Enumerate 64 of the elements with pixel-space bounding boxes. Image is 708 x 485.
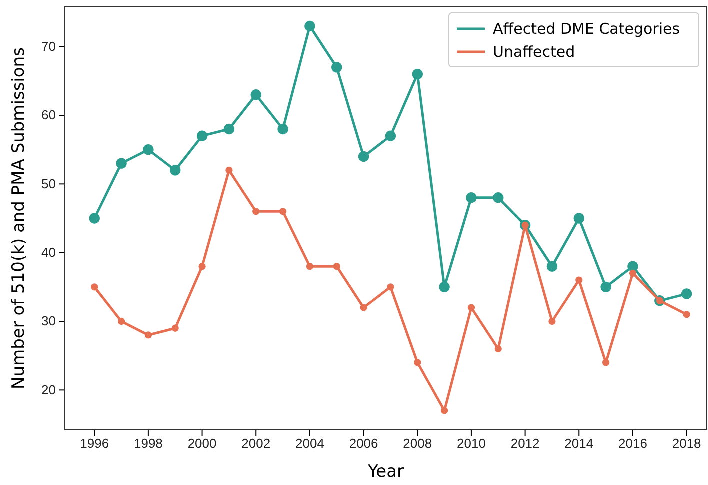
x-tick-label: 2018 (672, 436, 702, 452)
point (387, 284, 394, 291)
point (548, 318, 556, 326)
point (143, 144, 154, 156)
point (358, 151, 370, 162)
point (412, 68, 423, 80)
point (198, 263, 206, 270)
point (144, 332, 152, 339)
point (574, 213, 584, 224)
x-tick-label: 1996 (80, 436, 110, 452)
point (306, 263, 314, 270)
y-tick-label: 70 (42, 38, 56, 54)
point (546, 261, 558, 272)
x-tick-label: 2002 (242, 436, 271, 452)
point (360, 304, 368, 312)
point (91, 284, 98, 291)
point (602, 359, 610, 366)
x-tick-label: 2000 (188, 436, 217, 452)
x-tick-label: 2016 (618, 436, 648, 452)
point (116, 158, 127, 169)
x-tick-label: 2008 (403, 436, 432, 452)
point (226, 166, 233, 174)
point (304, 20, 316, 32)
point (440, 407, 448, 414)
point (439, 282, 450, 293)
point (493, 192, 504, 204)
point (600, 282, 612, 293)
point (224, 124, 235, 135)
legend-label: Affected DME Categories (493, 20, 680, 38)
x-tick-label: 2006 (349, 436, 378, 452)
point (170, 165, 181, 176)
point (278, 124, 288, 135)
x-tick-label: 1998 (134, 436, 163, 452)
point (629, 270, 637, 277)
y-tick-label: 50 (42, 176, 56, 192)
x-tick-label: 2004 (295, 436, 324, 452)
legend-label: Unaffected (493, 43, 576, 61)
x-tick-label: 2010 (457, 436, 486, 452)
point (468, 304, 476, 312)
point (494, 345, 502, 353)
point (250, 90, 262, 100)
x-tick-label: 2014 (564, 436, 594, 452)
point (681, 288, 692, 300)
x-tick-label: 2012 (510, 436, 540, 452)
y-tick-label: 60 (42, 108, 56, 123)
point (196, 130, 208, 142)
point (683, 311, 690, 318)
point (333, 263, 340, 270)
point (414, 359, 422, 366)
point (576, 276, 583, 284)
point (466, 192, 477, 204)
point (118, 318, 126, 326)
y-tick-label: 40 (42, 244, 56, 260)
point (252, 208, 260, 216)
point (89, 213, 100, 224)
y-tick-label: 30 (42, 314, 56, 329)
point (385, 130, 396, 142)
point (279, 208, 287, 216)
y-tick-label: 20 (42, 382, 56, 398)
point (172, 324, 179, 332)
point (628, 261, 638, 272)
x-axis-title: Year (367, 462, 404, 482)
y-axis-title: Number of 510(k) and PMA Submissions (9, 47, 29, 390)
point (332, 62, 342, 73)
